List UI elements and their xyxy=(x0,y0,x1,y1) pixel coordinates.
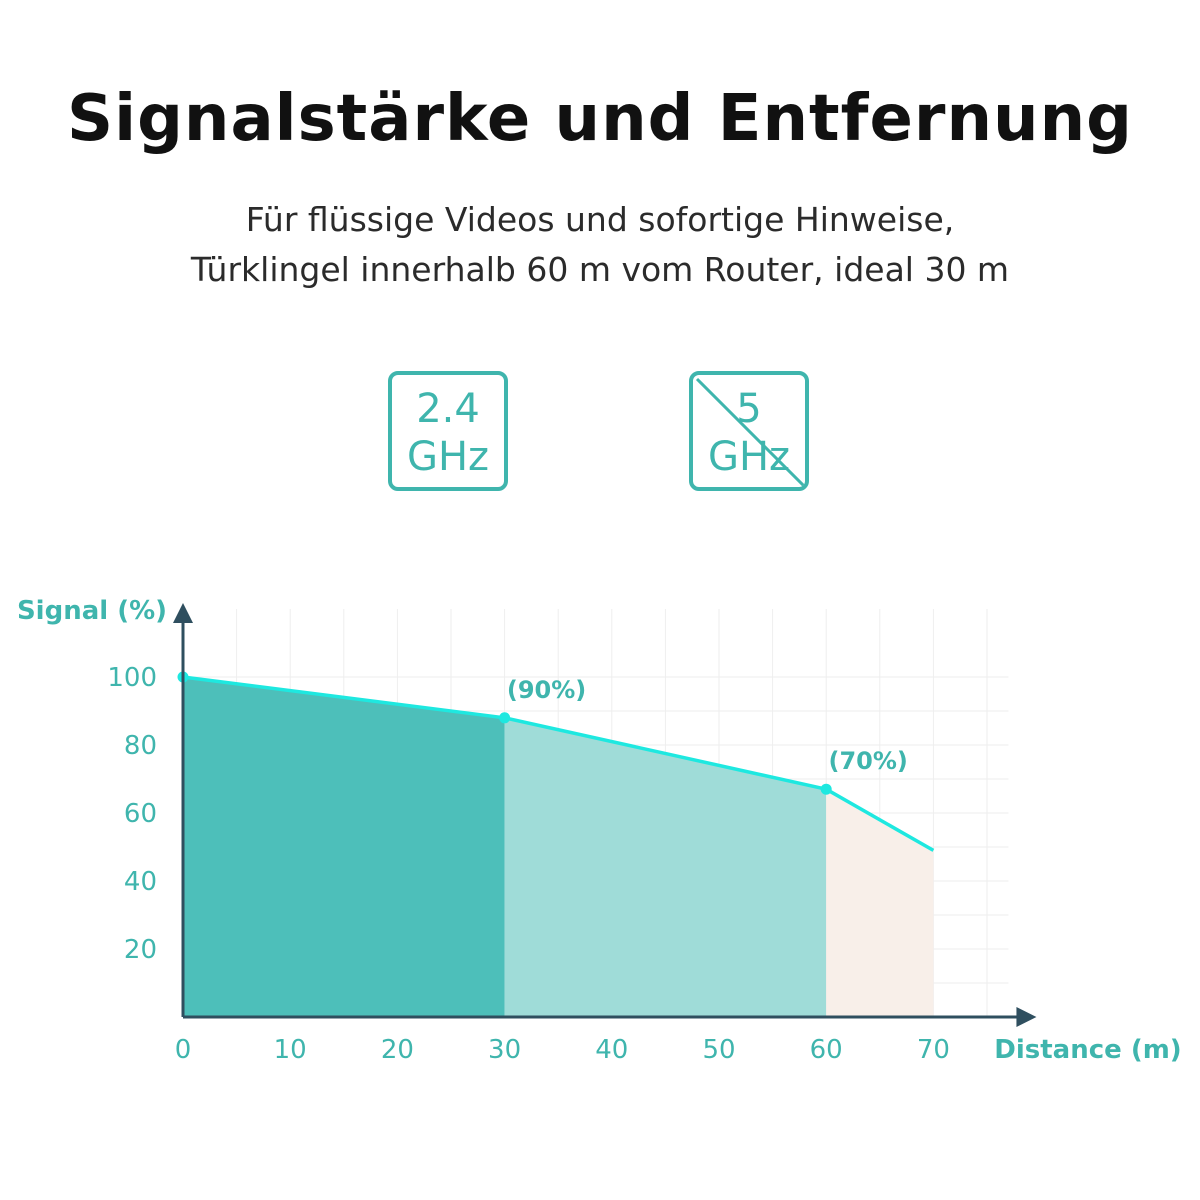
point-annotation: (70%) xyxy=(829,747,908,775)
signal-series-line xyxy=(182,675,935,852)
y-tick-label: 20 xyxy=(124,935,157,965)
x-tick-label: 0 xyxy=(175,1035,192,1065)
x-axis-arrow-icon xyxy=(1016,1007,1037,1027)
x-tick-label: 20 xyxy=(381,1035,414,1065)
x-tick-label: 40 xyxy=(595,1035,628,1065)
y-tick-label: 60 xyxy=(124,799,157,829)
badge-2-4-value: 2.4 xyxy=(416,386,480,432)
page-subtitle: Für flüssige Videos und sofortige Hinwei… xyxy=(0,195,1200,295)
zone-acceptable-area xyxy=(504,717,827,1017)
data-point xyxy=(499,712,511,724)
x-tick-label: 70 xyxy=(917,1035,950,1065)
x-tick-label: 50 xyxy=(702,1035,735,1065)
page-title: Signalstärke und Entfernung xyxy=(67,82,1133,156)
y-tick-label: 100 xyxy=(107,663,157,693)
signal-distance-chart: (90%) (70%) 0 10 20 30 40 50 60 70 20 40 60 80 100 Sign… xyxy=(17,596,1182,1065)
band-5ghz-badge: 5 GHz xyxy=(689,371,809,491)
strike-through-icon xyxy=(695,377,805,487)
x-tick-label: 60 xyxy=(810,1035,843,1065)
x-tick-label: 30 xyxy=(488,1035,521,1065)
subtitle-line-2: Türklingel innerhalb 60 m vom Router, id… xyxy=(190,250,1010,289)
x-tick-label: 10 xyxy=(274,1035,307,1065)
point-annotation: (90%) xyxy=(507,676,586,704)
badge-2-4-unit: GHz xyxy=(406,434,490,480)
band-2-4ghz-badge: 2.4 GHz xyxy=(388,371,508,491)
zone-weak-area xyxy=(826,789,934,1017)
zone-ideal-area xyxy=(183,677,505,1017)
y-axis-arrow-icon xyxy=(173,603,193,623)
subtitle-line-1: Für flüssige Videos und sofortige Hinwei… xyxy=(245,200,955,239)
data-point xyxy=(820,783,832,795)
y-axis-title: Signal (%) xyxy=(17,596,167,626)
y-tick-label: 80 xyxy=(124,731,157,761)
y-tick-label: 40 xyxy=(124,867,157,897)
x-axis-title: Distance (m) xyxy=(994,1035,1181,1065)
